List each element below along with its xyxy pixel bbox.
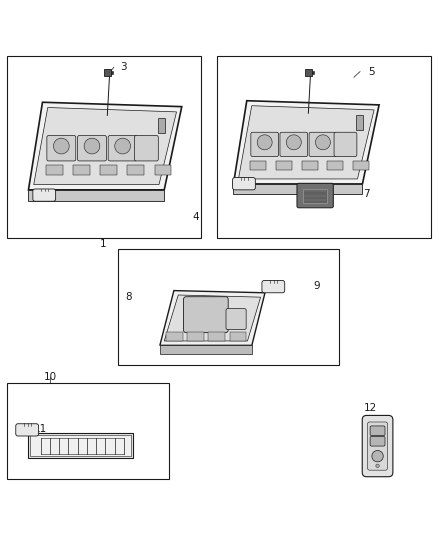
Bar [187,332,204,341]
Polygon shape [28,102,182,190]
Polygon shape [164,295,261,341]
Bar [118,249,339,365]
Polygon shape [233,184,362,195]
Text: 10: 10 [44,372,57,382]
Polygon shape [238,106,374,179]
FancyBboxPatch shape [16,424,39,436]
Circle shape [376,464,379,467]
Text: 8: 8 [125,292,131,302]
FancyBboxPatch shape [251,132,279,157]
FancyBboxPatch shape [334,132,357,157]
Circle shape [257,135,272,150]
Bar [356,115,363,130]
FancyBboxPatch shape [78,135,106,161]
FancyBboxPatch shape [108,135,137,161]
FancyBboxPatch shape [370,437,385,446]
FancyBboxPatch shape [370,426,385,435]
Bar [158,118,165,133]
Bar [276,160,292,170]
Bar [28,433,133,458]
FancyBboxPatch shape [226,309,246,329]
FancyBboxPatch shape [104,69,111,76]
Circle shape [115,138,131,154]
FancyBboxPatch shape [33,189,56,201]
Text: 3: 3 [120,62,127,72]
Polygon shape [28,190,164,201]
Circle shape [84,138,100,154]
Bar [111,71,113,74]
Bar [166,332,183,341]
Circle shape [315,135,330,150]
Text: 5: 5 [368,67,374,77]
Circle shape [286,135,301,150]
Bar [100,165,117,175]
FancyBboxPatch shape [367,422,388,470]
Polygon shape [160,345,252,354]
Bar [7,383,169,479]
Text: 12: 12 [364,402,377,413]
Bar [328,160,343,170]
Circle shape [372,450,383,462]
Bar [208,332,225,341]
Bar [73,165,90,175]
FancyBboxPatch shape [262,280,285,293]
FancyBboxPatch shape [47,135,76,161]
Bar [7,56,201,238]
Bar [303,189,327,203]
Bar [127,165,144,175]
Text: 11: 11 [34,424,47,434]
Polygon shape [34,108,177,184]
FancyBboxPatch shape [297,183,333,208]
FancyBboxPatch shape [280,132,307,157]
FancyBboxPatch shape [309,132,337,157]
Bar [250,160,266,170]
FancyBboxPatch shape [305,69,312,76]
FancyBboxPatch shape [233,177,255,190]
Text: 6: 6 [247,178,254,188]
Text: 7: 7 [364,189,370,199]
Bar [155,165,171,175]
FancyBboxPatch shape [134,135,158,161]
Text: 2: 2 [43,189,49,199]
Text: 9: 9 [313,281,320,291]
FancyBboxPatch shape [362,415,393,477]
FancyBboxPatch shape [184,297,228,333]
Bar [46,165,63,175]
Text: 1: 1 [99,239,106,249]
Polygon shape [233,101,379,184]
Bar [312,71,314,74]
Bar [230,332,246,341]
Bar [353,160,369,170]
Circle shape [53,138,69,154]
Bar [302,160,318,170]
Text: 4: 4 [193,212,199,222]
Bar [30,435,131,456]
Polygon shape [160,290,265,345]
Bar [217,56,431,238]
